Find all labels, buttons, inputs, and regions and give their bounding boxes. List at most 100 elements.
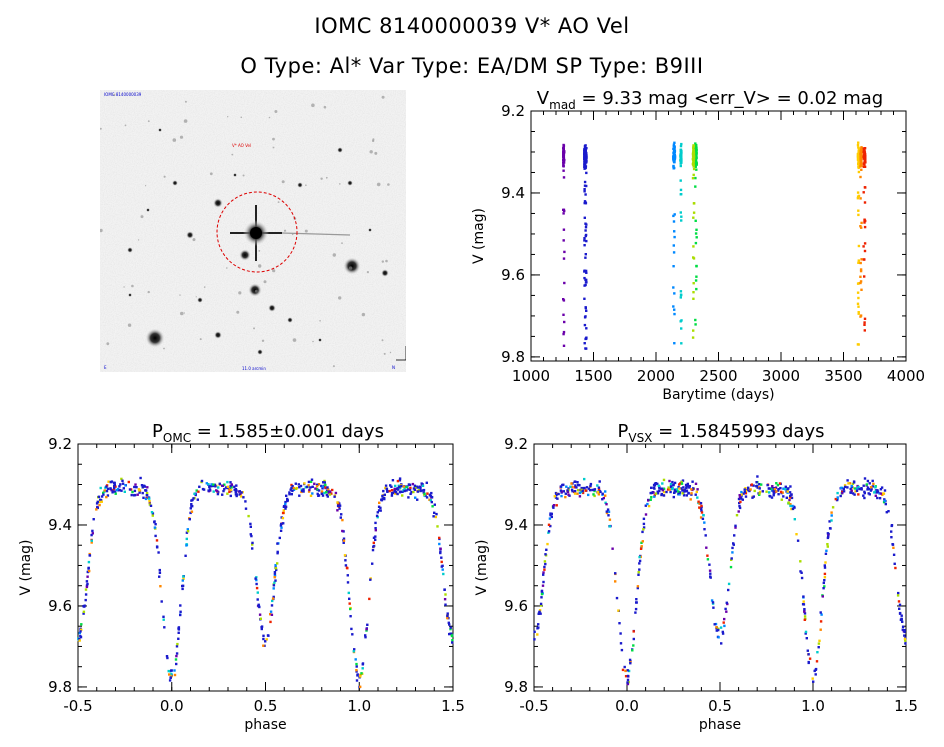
- data-point: [819, 620, 823, 623]
- faint-star: [383, 352, 386, 355]
- faint-star: [180, 311, 184, 316]
- data-point: [418, 485, 422, 488]
- data-point: [585, 171, 588, 175]
- data-point: [807, 660, 810, 664]
- data-point: [842, 490, 846, 493]
- field-star: [127, 247, 133, 253]
- data-point: [238, 490, 241, 493]
- data-point: [142, 496, 145, 499]
- data-point: [280, 522, 283, 526]
- data-point: [817, 642, 821, 645]
- data-point: [99, 500, 102, 504]
- data-point: [250, 534, 253, 538]
- data-point: [703, 528, 706, 531]
- data-point: [156, 546, 159, 549]
- data-point: [88, 554, 91, 557]
- data-point: [249, 525, 252, 528]
- data-point: [813, 669, 816, 673]
- data-point: [898, 612, 902, 615]
- faint-star: [172, 138, 177, 142]
- x-tick-label: 1.5: [894, 697, 918, 715]
- field-star: [145, 328, 165, 348]
- faint-star: [131, 284, 134, 288]
- data-point: [789, 503, 792, 506]
- data-point: [290, 493, 293, 496]
- data-point: [801, 603, 805, 606]
- data-point: [820, 613, 823, 616]
- data-point: [717, 627, 720, 630]
- data-point: [827, 535, 830, 538]
- data-point: [597, 487, 601, 491]
- data-point: [258, 605, 261, 609]
- data-point: [891, 543, 894, 546]
- data-point: [821, 595, 824, 598]
- data-point: [148, 497, 151, 500]
- data-point: [88, 569, 91, 573]
- faint-star: [226, 267, 228, 269]
- data-point: [86, 575, 89, 578]
- faint-star: [258, 264, 262, 268]
- data-point: [692, 245, 695, 248]
- x-tick-label: 1.5: [441, 697, 465, 715]
- data-point: [444, 603, 447, 606]
- data-point: [322, 481, 325, 484]
- data-point: [260, 627, 263, 631]
- data-point: [377, 505, 381, 508]
- data-point: [638, 559, 642, 563]
- data-point: [654, 492, 658, 495]
- data-point: [641, 530, 644, 534]
- data-point: [712, 606, 715, 609]
- data-point: [169, 676, 172, 679]
- data-point: [121, 482, 125, 485]
- data-point: [562, 332, 565, 336]
- data-point: [672, 167, 675, 170]
- data-point: [680, 215, 683, 218]
- data-point: [903, 629, 906, 632]
- data-point: [212, 483, 215, 486]
- data-point: [636, 585, 640, 588]
- faint-star: [100, 228, 103, 233]
- faint-star: [320, 177, 323, 180]
- data-point: [581, 487, 585, 490]
- data-point: [409, 486, 412, 490]
- y-tick-label: 9.6: [48, 597, 72, 615]
- data-point: [867, 487, 871, 491]
- data-point: [585, 157, 588, 160]
- data-point: [780, 498, 783, 501]
- data-point: [878, 492, 881, 495]
- data-point: [292, 488, 296, 491]
- data-point: [850, 489, 853, 492]
- data-point: [400, 485, 403, 488]
- data-point: [145, 492, 149, 495]
- data-point: [341, 518, 344, 522]
- faint-star: [145, 185, 147, 187]
- faint-star: [311, 103, 315, 108]
- data-point: [662, 490, 666, 494]
- data-point: [863, 323, 866, 326]
- data-point: [823, 579, 826, 582]
- data-point: [708, 569, 712, 572]
- data-point: [672, 165, 675, 168]
- data-point: [879, 492, 882, 495]
- data-point: [342, 537, 346, 540]
- data-point: [374, 527, 377, 530]
- data-point: [583, 149, 586, 152]
- data-point: [153, 520, 156, 523]
- data-point: [710, 599, 714, 602]
- data-point: [285, 494, 288, 497]
- data-point: [874, 486, 877, 489]
- data-point: [78, 637, 81, 641]
- data-point: [157, 551, 160, 554]
- data-point: [570, 482, 573, 485]
- data-point: [699, 502, 703, 505]
- data-point: [274, 567, 278, 570]
- data-point: [695, 168, 698, 171]
- data-point: [903, 637, 907, 641]
- data-point: [717, 628, 720, 632]
- data-point: [279, 529, 283, 532]
- field-star: [197, 297, 203, 303]
- faint-star: [140, 215, 144, 219]
- data-point: [851, 482, 855, 486]
- data-point: [181, 587, 184, 591]
- data-point: [286, 497, 289, 501]
